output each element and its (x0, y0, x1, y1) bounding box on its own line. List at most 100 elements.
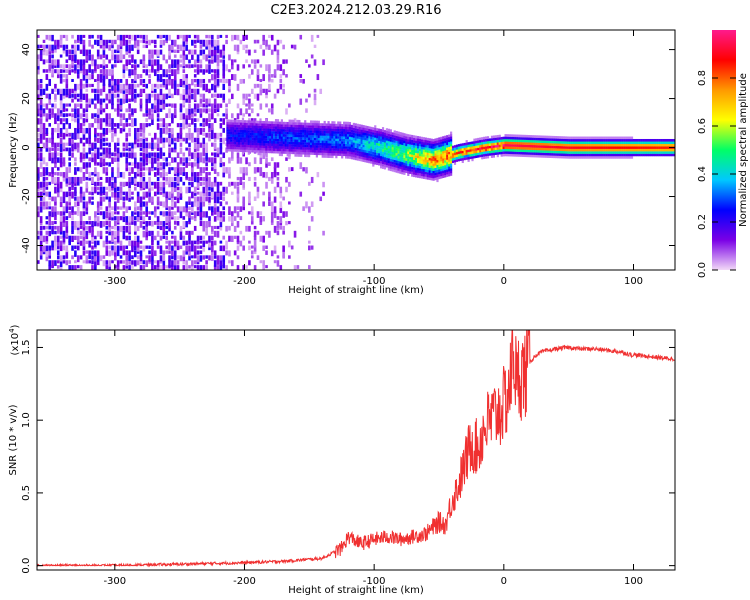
heatmap-cell (241, 144, 245, 148)
heatmap-cell (315, 152, 319, 156)
heatmap-cell (94, 260, 97, 267)
heatmap-cell (228, 146, 231, 150)
heatmap-cell (222, 211, 226, 216)
heatmap-cell (156, 167, 160, 173)
heatmap-cell (185, 54, 188, 60)
heatmap-cell (327, 130, 330, 134)
heatmap-cell (88, 103, 91, 108)
heatmap-cell (96, 230, 100, 237)
heatmap-cell (286, 146, 289, 150)
heatmap-cell (273, 186, 277, 193)
heatmap-cell (383, 149, 387, 153)
heatmap-cell (228, 235, 231, 242)
heatmap-cell (232, 122, 235, 125)
heatmap-cell (422, 142, 425, 145)
heatmap-cell (253, 157, 257, 164)
heatmap-cell (364, 137, 367, 141)
heatmap-cell (451, 145, 455, 149)
heatmap-cell (290, 144, 293, 147)
heatmap-cell (88, 137, 91, 145)
heatmap-cell (99, 34, 103, 41)
heatmap-cell (346, 136, 350, 140)
heatmap-cell (279, 221, 283, 226)
heatmap-cell (116, 216, 120, 223)
heatmap-cell (319, 150, 322, 153)
heatmap-cell (216, 34, 220, 39)
heatmap-cell (211, 123, 214, 131)
heatmap-cell (300, 137, 303, 140)
heatmap-cell (182, 59, 186, 67)
heatmap-cell (253, 59, 257, 65)
heatmap-cell (350, 134, 354, 138)
heatmap-cell (39, 255, 43, 260)
heatmap-cell (142, 181, 146, 189)
heatmap-cell (68, 113, 71, 117)
heatmap-cell (159, 245, 163, 252)
heatmap-cell (165, 78, 168, 85)
heatmap-cell (51, 172, 54, 178)
heatmap-cell (422, 176, 425, 179)
heatmap-cell (463, 152, 466, 156)
heatmap-cell (105, 172, 109, 176)
heatmap-cell (182, 93, 186, 101)
heatmap-cell (249, 122, 252, 126)
heatmap-cell (253, 39, 257, 44)
heatmap-cell (168, 132, 171, 138)
heatmap-cell (159, 201, 163, 206)
heatmap-cell (300, 154, 303, 157)
heatmap-cell (308, 144, 311, 148)
heatmap-cell (339, 126, 342, 129)
heatmap-cell (520, 154, 523, 157)
heatmap-cell (45, 69, 49, 73)
heatmap-cell (444, 138, 447, 141)
heatmap-cell (122, 260, 126, 264)
heatmap-cell (122, 265, 126, 270)
heatmap-cell (188, 181, 191, 186)
heatmap-cell (99, 98, 103, 105)
heatmap-cell (299, 78, 303, 83)
heatmap-cell (139, 137, 143, 142)
heatmap-cell (531, 154, 534, 158)
heatmap-cell (193, 250, 197, 257)
heatmap-cell (159, 260, 163, 264)
heatmap-cell (122, 113, 126, 120)
heatmap-cell (188, 93, 191, 99)
heatmap-cell (348, 129, 352, 132)
heatmap-cell (173, 255, 177, 261)
heatmap-cell (428, 165, 431, 168)
heatmap-cell (208, 186, 211, 191)
heatmap-cell (352, 135, 355, 138)
heatmap-cell (76, 211, 80, 216)
heatmap-cell (94, 88, 97, 93)
heatmap-cell (356, 145, 359, 149)
heatmap-cell (85, 152, 89, 159)
heatmap-cell (151, 235, 154, 242)
heatmap-cell (265, 152, 268, 156)
heatmap-cell (393, 169, 396, 173)
heatmap-cell (416, 170, 420, 173)
heatmap-cell (128, 265, 131, 270)
heatmap-cell (337, 150, 340, 154)
heatmap-cell (233, 44, 237, 51)
heatmap-cell (366, 125, 369, 129)
heatmap-cell (269, 123, 272, 127)
heatmap-cell (401, 152, 404, 155)
heatmap-cell (430, 148, 433, 152)
heatmap-cell (76, 265, 80, 269)
heatmap-cell (230, 131, 233, 135)
heatmap-cell (395, 153, 398, 156)
heatmap-cell (387, 160, 390, 164)
heatmap-cell (182, 216, 186, 220)
heatmap-cell (339, 145, 342, 149)
heatmap-cell (199, 221, 203, 227)
heatmap-cell (51, 157, 54, 164)
heatmap-cell (504, 139, 507, 142)
heatmap-cell (213, 216, 217, 222)
heatmap-cell (65, 108, 69, 112)
heatmap-cell (159, 118, 163, 122)
heatmap-cell (237, 141, 241, 145)
heatmap-cell (45, 221, 49, 225)
heatmap-cell (296, 134, 299, 138)
heatmap-cell (430, 160, 433, 164)
heatmap-cell (403, 172, 406, 175)
